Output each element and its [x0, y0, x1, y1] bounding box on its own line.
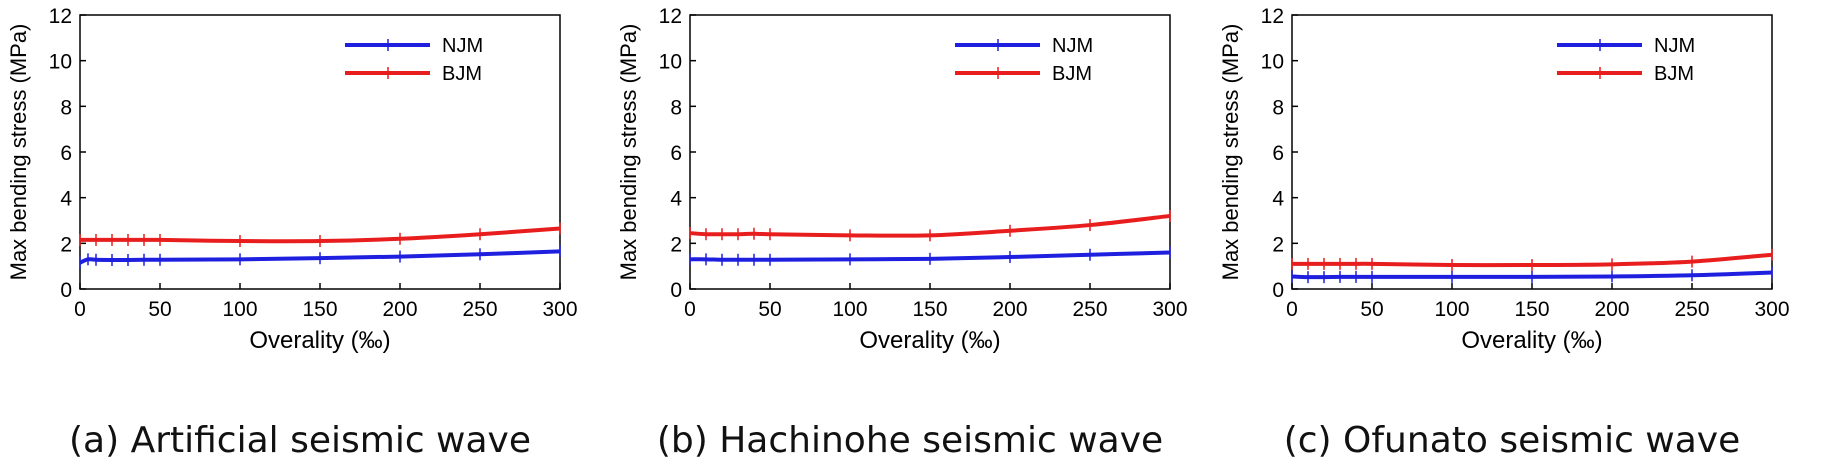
chart-panel-a: 0 2 4 6 8 10 12 0 50 100 150 200 250 300 Overality (‰)…: [0, 0, 600, 473]
x-tick-label: 100: [222, 298, 257, 321]
y-tick-label: 10: [1261, 51, 1284, 74]
y-tick-label: 6: [60, 142, 72, 165]
x-tick-label: 100: [832, 298, 867, 321]
y-tick-label: 12: [1261, 5, 1284, 28]
y-tick-label: 8: [670, 96, 682, 119]
x-tick-label: 0: [684, 298, 696, 321]
y-tick-label: 0: [60, 279, 72, 302]
y-tick-label: 12: [659, 5, 682, 28]
series-line-bjm: [689, 213, 1171, 238]
line-chart-a: 0 2 4 6 8 10 12 0 50 100 150 200 250 300 Overality (‰)…: [6, 5, 578, 354]
y-tick-label: 12: [49, 5, 72, 28]
x-tick-label: 0: [1286, 298, 1298, 321]
y-axis-label: Max bending stress (MPa): [1218, 24, 1243, 281]
x-tick-label: 50: [1360, 298, 1383, 321]
y-tick-label: 4: [60, 188, 72, 211]
chart-caption-b: (b) Hachinohe seismic wave: [656, 420, 1164, 461]
chart-panel-b: 0 2 4 6 8 10 12 0 50 100 150 200 250 300 Overality (‰)…: [610, 0, 1210, 473]
x-tick-label: 150: [912, 298, 947, 321]
line-chart-c: 0 2 4 6 8 10 12 0 50 100 150 200 250 300 Overality (‰)…: [1218, 5, 1790, 354]
x-tick-label: 250: [1072, 298, 1107, 321]
y-tick-label: 8: [1272, 96, 1284, 119]
legend-label-njm: NJM: [1654, 35, 1695, 57]
legend-label-bjm: BJM: [1052, 63, 1092, 85]
x-tick-label: 300: [1754, 298, 1789, 321]
plot-frame: [79, 14, 561, 290]
legend-label-bjm: BJM: [1654, 63, 1694, 85]
x-tick-label: 200: [1594, 298, 1629, 321]
legend-label-njm: NJM: [442, 35, 483, 57]
y-tick-label: 2: [1272, 233, 1284, 256]
y-tick-label: 10: [49, 51, 72, 74]
x-tick-label: 200: [382, 298, 417, 321]
x-tick-label: 300: [1152, 298, 1187, 321]
legend-label-bjm: BJM: [442, 63, 482, 85]
x-tick-label: 0: [74, 298, 86, 321]
y-tick-label: 8: [60, 96, 72, 119]
y-tick-label: 0: [670, 279, 682, 302]
chart-caption-a: (a) Artificial seismic wave: [68, 420, 532, 461]
x-tick-label: 100: [1434, 298, 1469, 321]
series-line-njm: [689, 250, 1171, 262]
chart-panel-c: 0 2 4 6 8 10 12 0 50 100 150 200 250 300 Overality (‰)…: [1212, 0, 1812, 473]
x-tick-label: 150: [302, 298, 337, 321]
legend-label-njm: NJM: [1052, 35, 1093, 57]
x-tick-label: 300: [542, 298, 577, 321]
x-axis-label: Overality (‰): [249, 327, 390, 354]
chart-caption-c: (c) Ofunato seismic wave: [1283, 420, 1741, 461]
series-line-njm: [1291, 270, 1773, 280]
y-tick-label: 6: [1272, 142, 1284, 165]
x-tick-label: 150: [1514, 298, 1549, 321]
x-tick-label: 50: [758, 298, 781, 321]
y-tick-label: 2: [670, 233, 682, 256]
plot-frame: [689, 14, 1171, 290]
y-tick-label: 2: [60, 233, 72, 256]
plot-frame: [1291, 14, 1773, 290]
x-tick-label: 250: [462, 298, 497, 321]
line-chart-b: 0 2 4 6 8 10 12 0 50 100 150 200 250 300 Overality (‰)…: [616, 5, 1188, 354]
x-tick-label: 250: [1674, 298, 1709, 321]
y-tick-label: 10: [659, 51, 682, 74]
y-axis-label: Max bending stress (MPa): [6, 24, 31, 281]
x-axis-label: Overality (‰): [859, 327, 1000, 354]
x-axis-label: Overality (‰): [1461, 327, 1602, 354]
y-tick-label: 0: [1272, 279, 1284, 302]
series-line-bjm: [79, 226, 561, 244]
y-tick-label: 4: [1272, 188, 1284, 211]
y-tick-label: 4: [670, 188, 682, 211]
y-axis-label: Max bending stress (MPa): [616, 24, 641, 281]
x-tick-label: 200: [992, 298, 1027, 321]
series-line-bjm: [1292, 252, 1773, 268]
y-tick-label: 6: [670, 142, 682, 165]
x-tick-label: 50: [148, 298, 171, 321]
